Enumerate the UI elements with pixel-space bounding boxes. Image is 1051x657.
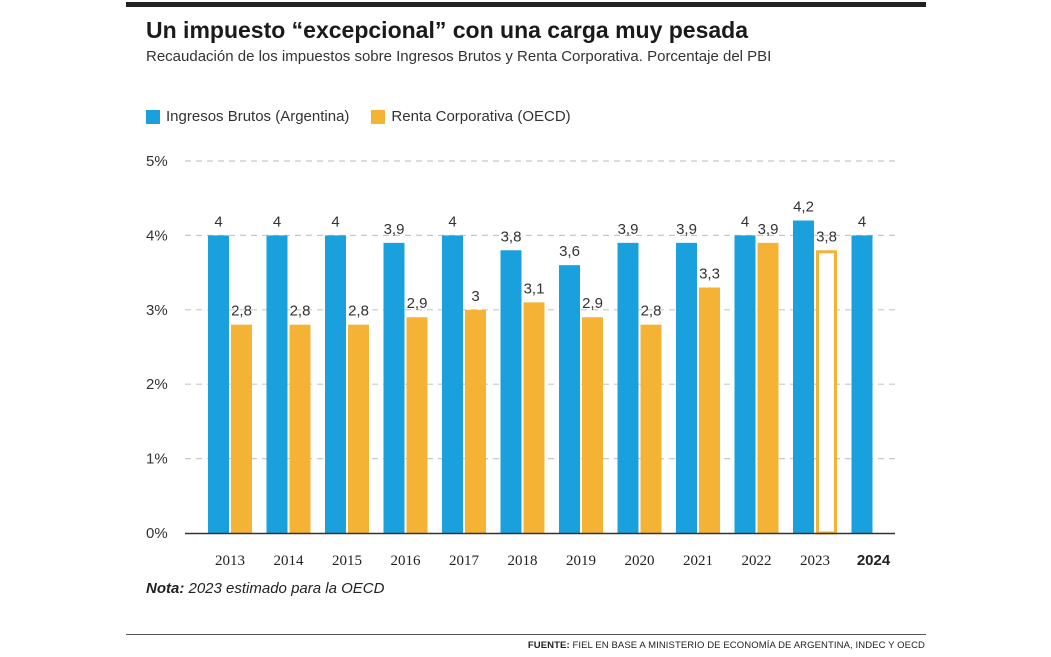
bar-ingresos <box>442 235 463 533</box>
bar-ingresos <box>208 235 229 533</box>
note: Nota: 2023 estimado para la OECD <box>146 580 384 597</box>
x-tick-label: 2023 <box>800 553 830 569</box>
value-label-ingresos: 3,9 <box>618 221 639 238</box>
bar-renta <box>757 242 779 533</box>
bar-renta <box>348 324 369 533</box>
value-label-renta: 2,8 <box>348 303 369 320</box>
bar-ingresos <box>325 235 346 533</box>
value-label-renta: 3,1 <box>524 280 545 297</box>
value-label-renta: 2,9 <box>582 295 603 312</box>
legend-swatch-renta <box>371 109 386 124</box>
bar-renta <box>406 317 428 533</box>
legend-item-renta: Renta Corporativa (OECD) <box>371 108 571 125</box>
value-label-ingresos: 4 <box>858 213 866 230</box>
value-label-ingresos: 4 <box>273 213 281 230</box>
legend-label-renta: Renta Corporativa (OECD) <box>391 108 571 125</box>
y-tick-label: 5% <box>146 153 168 170</box>
legend-swatch-ingresos <box>146 109 160 124</box>
value-label-ingresos: 3,9 <box>384 221 405 238</box>
bar-ingresos <box>734 235 756 533</box>
bar-renta <box>640 324 662 533</box>
value-label-renta: 2,8 <box>290 303 311 320</box>
x-tick-label: 2022 <box>742 553 772 569</box>
value-label-renta: 2,9 <box>407 295 428 312</box>
bar-ingresos <box>617 242 639 533</box>
source: FUENTE: FIEL EN BASE A MINISTERIO DE ECO… <box>528 640 925 651</box>
x-tick-label: 2020 <box>625 553 655 569</box>
x-tick-label: 2021 <box>683 553 713 569</box>
legend-item-ingresos: Ingresos Brutos (Argentina) <box>146 108 349 125</box>
y-tick-label: 3% <box>146 302 168 319</box>
x-tick-label: 2015 <box>332 553 362 569</box>
value-label-renta: 3,9 <box>758 221 779 238</box>
bar-ingresos <box>851 235 873 533</box>
value-label-ingresos: 4 <box>741 213 749 230</box>
bar-ingresos <box>559 265 580 533</box>
x-tick-label: 2017 <box>449 553 480 569</box>
chart-subtitle: Recaudación de los impuestos sobre Ingre… <box>146 48 772 65</box>
bar-renta <box>582 317 603 533</box>
note-label: Nota: <box>146 580 185 597</box>
bar-renta <box>465 309 486 533</box>
value-label-renta: 3,8 <box>816 228 837 245</box>
y-tick-label: 0% <box>146 525 168 542</box>
x-tick-label: 2019 <box>566 553 596 569</box>
y-tick-label: 1% <box>146 451 168 468</box>
bottom-rule <box>126 634 926 635</box>
x-tick-label: 2024 <box>857 552 891 569</box>
value-label-renta: 3 <box>471 288 479 305</box>
legend: Ingresos Brutos (Argentina) Renta Corpor… <box>146 108 593 125</box>
bar-renta <box>699 287 720 533</box>
bar-ingresos <box>500 250 522 533</box>
value-label-renta: 2,8 <box>641 303 662 320</box>
value-label-renta: 2,8 <box>231 303 252 320</box>
y-tick-label: 2% <box>146 376 168 393</box>
bar-ingresos <box>793 220 814 533</box>
x-tick-label: 2013 <box>215 553 245 569</box>
bar-renta <box>231 324 252 533</box>
x-tick-label: 2014 <box>274 553 305 569</box>
value-label-ingresos: 3,8 <box>501 228 522 245</box>
value-label-ingresos: 4 <box>214 213 222 230</box>
x-tick-label: 2018 <box>508 553 538 569</box>
bar-renta <box>289 324 311 533</box>
chart-title: Un impuesto “excepcional” con una carga … <box>146 17 749 43</box>
note-text: 2023 estimado para la OECD <box>188 580 385 597</box>
legend-label-ingresos: Ingresos Brutos (Argentina) <box>166 108 350 125</box>
bar-renta <box>523 302 545 533</box>
source-label: FUENTE: <box>527 640 570 651</box>
bar-renta-estimated <box>816 250 837 535</box>
value-label-ingresos: 3,9 <box>676 221 697 238</box>
value-label-renta: 3,3 <box>699 265 720 282</box>
bar-ingresos <box>266 235 288 533</box>
top-rule <box>126 2 926 7</box>
source-text: FIEL EN BASE A MINISTERIO DE ECONOMÍA DE… <box>572 640 925 651</box>
value-label-ingresos: 4,2 <box>793 199 814 216</box>
bar-ingresos <box>383 242 405 533</box>
value-label-ingresos: 4 <box>448 213 456 230</box>
x-tick-label: 2016 <box>391 553 422 569</box>
bar-ingresos <box>676 242 697 533</box>
y-tick-label: 4% <box>146 227 168 244</box>
value-label-ingresos: 3,6 <box>559 243 580 260</box>
value-label-ingresos: 4 <box>331 213 339 230</box>
